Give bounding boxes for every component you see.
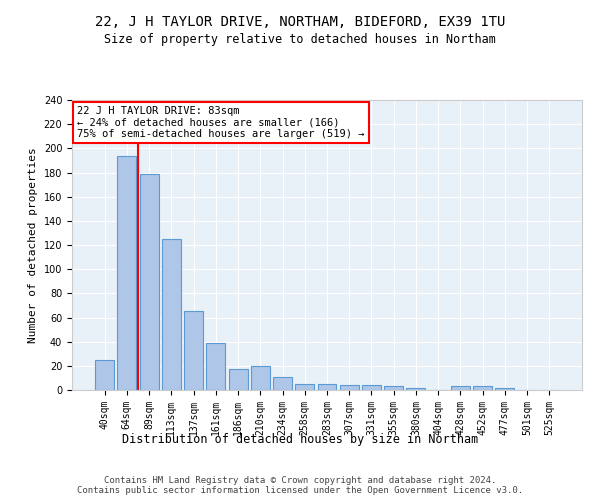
Bar	[206, 343, 225, 390]
Bar	[317, 384, 337, 390]
Bar	[95, 360, 114, 390]
Bar	[496, 388, 514, 390]
Bar	[473, 386, 492, 390]
Bar	[340, 385, 359, 390]
Bar	[140, 174, 158, 390]
Bar	[229, 370, 248, 390]
Text: Contains HM Land Registry data © Crown copyright and database right 2024.
Contai: Contains HM Land Registry data © Crown c…	[77, 476, 523, 495]
Text: Size of property relative to detached houses in Northam: Size of property relative to detached ho…	[104, 32, 496, 46]
Text: 22, J H TAYLOR DRIVE, NORTHAM, BIDEFORD, EX39 1TU: 22, J H TAYLOR DRIVE, NORTHAM, BIDEFORD,…	[95, 15, 505, 29]
Bar	[118, 156, 136, 390]
Bar	[251, 366, 270, 390]
Bar	[184, 312, 203, 390]
Bar	[451, 386, 470, 390]
Bar	[273, 376, 292, 390]
Bar	[162, 239, 181, 390]
Y-axis label: Number of detached properties: Number of detached properties	[28, 147, 38, 343]
Bar	[295, 384, 314, 390]
Bar	[406, 388, 425, 390]
Text: Distribution of detached houses by size in Northam: Distribution of detached houses by size …	[122, 432, 478, 446]
Bar	[384, 386, 403, 390]
Bar	[362, 385, 381, 390]
Text: 22 J H TAYLOR DRIVE: 83sqm
← 24% of detached houses are smaller (166)
75% of sem: 22 J H TAYLOR DRIVE: 83sqm ← 24% of deta…	[77, 106, 365, 139]
